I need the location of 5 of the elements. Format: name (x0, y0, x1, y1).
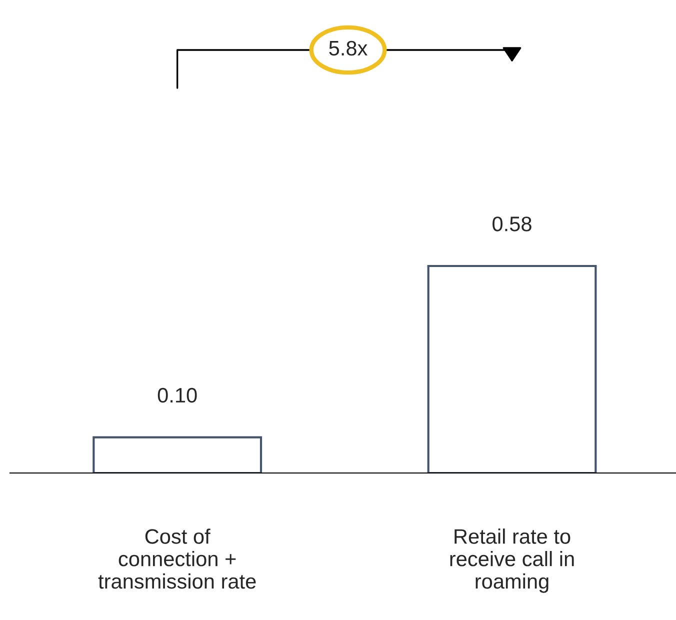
x-tick-label: Cost of connection + transmission rate (98, 528, 256, 589)
text: 5.8x (329, 40, 368, 56)
data-label: 0.10 (158, 388, 197, 403)
data-label: 0.58 (492, 216, 532, 232)
x-tick-label: Retail rate to receive call in roaming (450, 528, 574, 593)
